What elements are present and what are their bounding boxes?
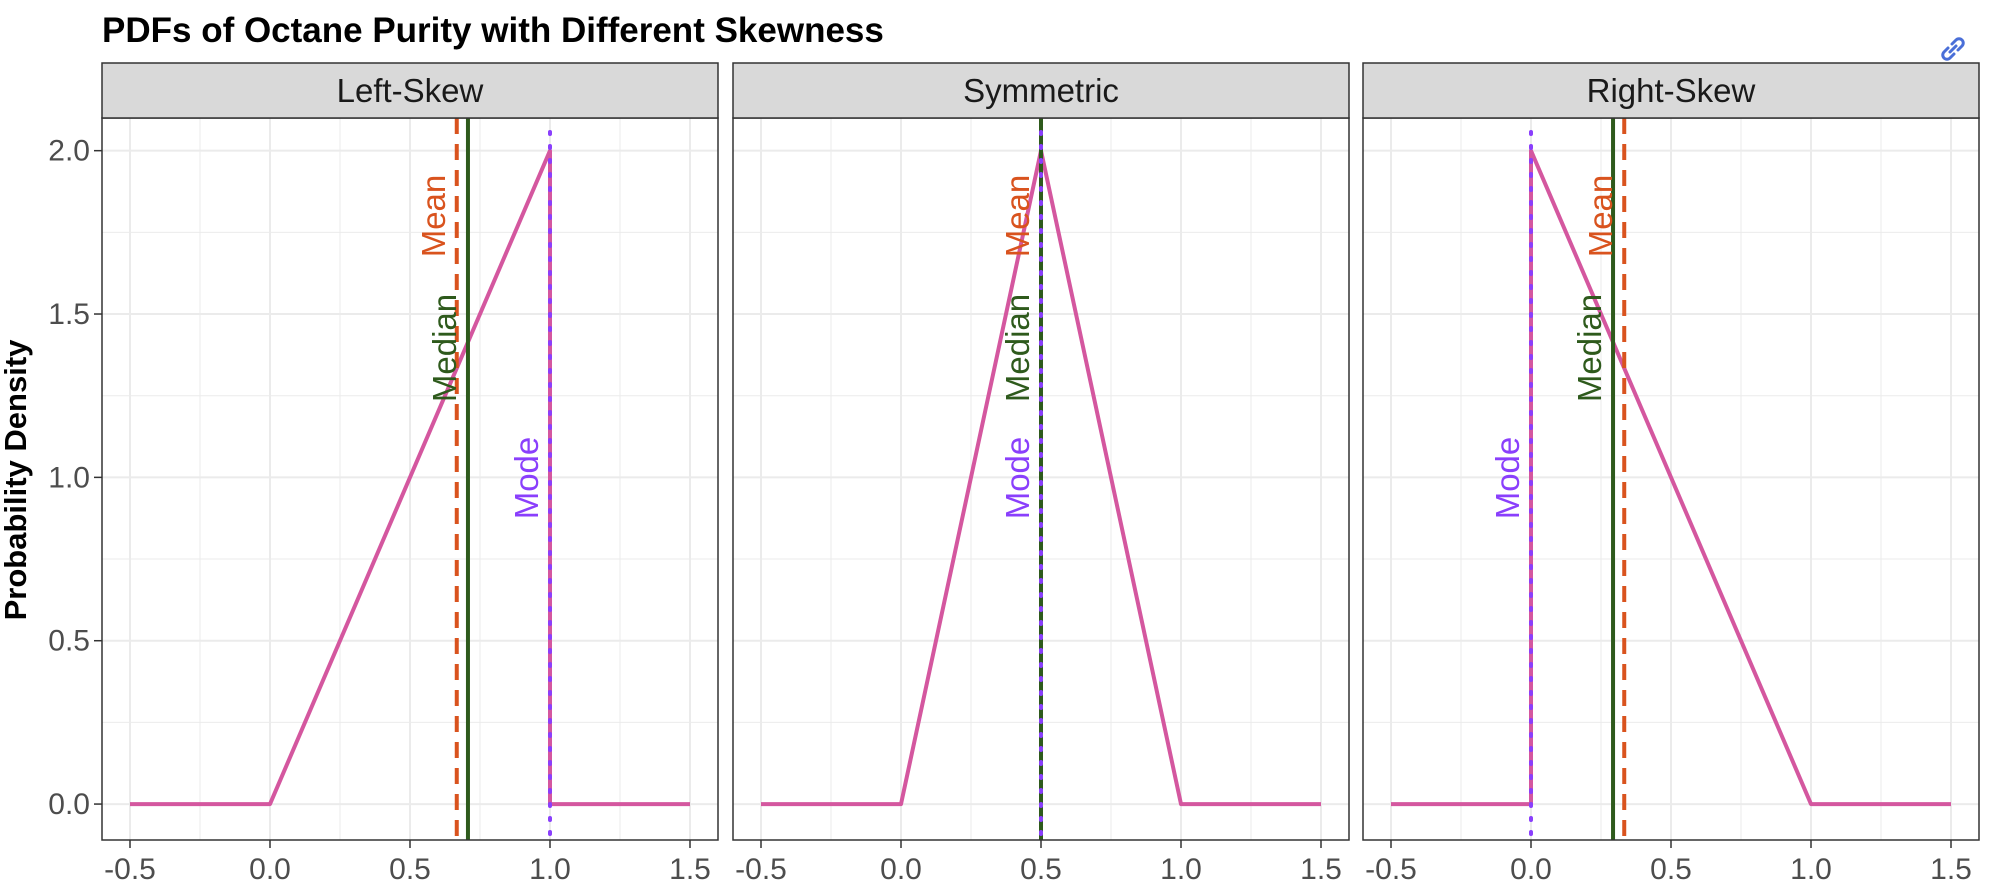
- mean-label: Mean: [1582, 175, 1619, 258]
- facet-panel: Mean Median Mode Symmetric -0.5 0.0 0.5 1.0 1.5: [732, 62, 1350, 886]
- mode-label: Mode: [999, 437, 1036, 520]
- facet-strip: [732, 62, 1350, 119]
- median-label: Median: [426, 294, 463, 402]
- x-tick-label: 0.0: [1510, 853, 1552, 886]
- median-label: Median: [1571, 294, 1608, 402]
- y-axis-label: Probability Density: [0, 339, 33, 621]
- x-tick-label: -0.5: [1365, 853, 1417, 886]
- y-tick-label: 2.0: [48, 135, 90, 168]
- facet-strip: [101, 62, 719, 119]
- x-tick-label: 0.5: [1650, 853, 1692, 886]
- x-tick-label: 0.5: [389, 853, 431, 886]
- x-tick-label: -0.5: [104, 853, 156, 886]
- facet-strip-label: Left-Skew: [337, 72, 484, 109]
- facet-strip-label: Symmetric: [963, 72, 1119, 109]
- x-tick-label: 0.5: [1020, 853, 1062, 886]
- y-tick-label: 1.5: [48, 298, 90, 331]
- y-tick-label: 1.0: [48, 461, 90, 494]
- mean-label: Mean: [415, 175, 452, 258]
- pdf-line: [130, 148, 690, 807]
- link-icon[interactable]: [1938, 34, 1968, 64]
- y-tick-label: 0.5: [48, 625, 90, 658]
- x-tick-label: 0.0: [880, 853, 922, 886]
- x-tick-label: 1.5: [669, 853, 711, 886]
- median-label: Median: [999, 294, 1036, 402]
- facet-strip: [1362, 62, 1980, 119]
- facet-panel: Mean Median Mode Left-Skew -0.5 0.0 0.5 1.0 1.5: [101, 62, 719, 886]
- x-tick-label: 1.0: [1160, 853, 1202, 886]
- chart-title: PDFs of Octane Purity with Different Ske…: [102, 11, 884, 50]
- x-tick-label: -0.5: [735, 853, 787, 886]
- mean-label: Mean: [999, 175, 1036, 258]
- mode-label: Mode: [1489, 437, 1526, 520]
- x-tick-label: 1.5: [1300, 853, 1342, 886]
- x-tick-label: 0.0: [249, 853, 291, 886]
- y-tick-label: 0.0: [48, 788, 90, 821]
- x-tick-label: 1.0: [1790, 853, 1832, 886]
- facet-panel: Mean Median Mode Right-Skew -0.5 0.0 0.5 1.0 1.5: [1362, 62, 1980, 886]
- mode-label: Mode: [508, 437, 545, 520]
- x-tick-label: 1.5: [1930, 853, 1972, 886]
- pdf-line: [1391, 148, 1951, 807]
- facet-strip-label: Right-Skew: [1587, 72, 1756, 109]
- y-axis-ticks: 0.0 0.5 1.0 1.5 2.0: [48, 135, 102, 821]
- x-tick-label: 1.0: [529, 853, 571, 886]
